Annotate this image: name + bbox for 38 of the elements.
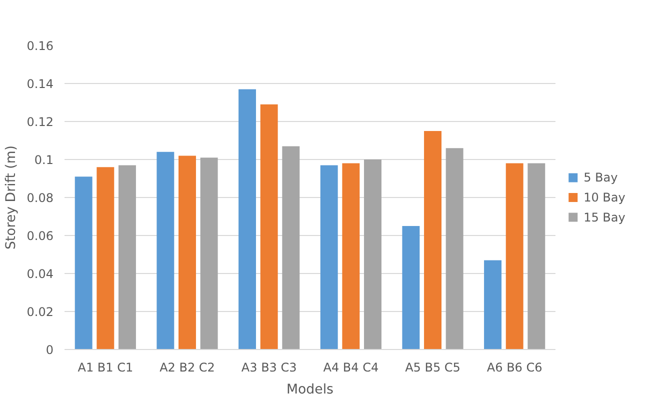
x-tick-label: A6 B6 C6: [486, 360, 542, 374]
bar: [156, 152, 174, 350]
legend-label: 15 Bay: [584, 210, 626, 224]
y-tick-label: 0.08: [26, 191, 54, 205]
x-tick-label: A3 B3 C3: [241, 360, 297, 374]
bar: [320, 165, 338, 350]
bar: [484, 260, 502, 350]
y-tick-label: 0.02: [26, 305, 54, 319]
x-tick-label: A5 B5 C5: [405, 360, 460, 374]
bar: [178, 156, 196, 350]
legend-label: 10 Bay: [584, 190, 626, 204]
y-tick-label: 0.16: [26, 39, 54, 53]
bar: [200, 158, 218, 350]
legend-label: 5 Bay: [584, 170, 618, 185]
x-tick-label: A4 B4 C4: [323, 360, 379, 374]
bar: [118, 165, 136, 350]
bar: [238, 89, 256, 350]
y-tick-label: 0.04: [26, 267, 54, 281]
bar: [74, 176, 92, 350]
bar: [282, 146, 300, 350]
x-axis-title: Models: [286, 382, 334, 398]
bar: [96, 167, 114, 350]
y-tick-label: 0.12: [26, 115, 54, 129]
bar: [528, 163, 546, 350]
bar: [506, 163, 524, 350]
y-tick-label: 0.14: [26, 77, 54, 91]
x-tick-label: A2 B2 C2: [160, 360, 215, 374]
y-axis-title: Storey Drift (m): [4, 145, 19, 250]
bar: [402, 226, 420, 350]
y-tick-label: 0.1: [34, 153, 54, 167]
bar: [364, 160, 382, 350]
y-tick-label: 0.06: [26, 229, 54, 243]
bar: [446, 148, 464, 350]
x-tick-label: A1 B1 C1: [78, 360, 134, 374]
bar: [342, 163, 360, 350]
bar: [260, 104, 278, 350]
bar: [424, 131, 442, 350]
y-tick-label: 0: [46, 343, 54, 357]
